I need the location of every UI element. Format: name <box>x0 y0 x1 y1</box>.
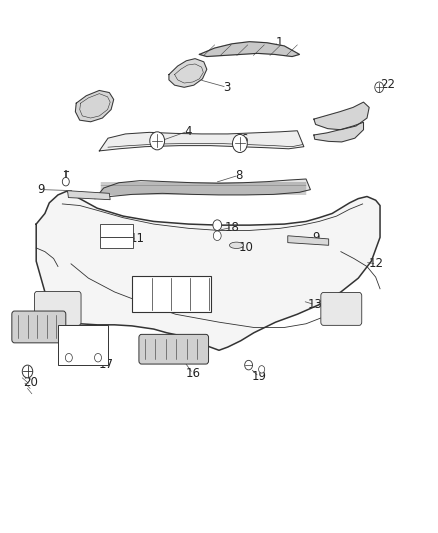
Polygon shape <box>36 191 380 350</box>
FancyBboxPatch shape <box>132 276 211 312</box>
Text: 3: 3 <box>223 81 230 94</box>
Polygon shape <box>99 131 304 151</box>
Text: 20: 20 <box>24 376 39 389</box>
FancyBboxPatch shape <box>100 224 133 237</box>
FancyBboxPatch shape <box>139 334 208 364</box>
Text: 11: 11 <box>130 232 145 245</box>
Polygon shape <box>75 91 114 122</box>
Polygon shape <box>169 59 207 87</box>
FancyBboxPatch shape <box>321 293 362 325</box>
FancyBboxPatch shape <box>35 292 81 325</box>
Text: 7: 7 <box>338 126 346 140</box>
Text: 13: 13 <box>307 298 322 311</box>
Text: 1: 1 <box>276 36 283 49</box>
Circle shape <box>95 353 102 362</box>
Circle shape <box>62 177 69 186</box>
Polygon shape <box>95 179 311 199</box>
Circle shape <box>65 353 72 362</box>
Circle shape <box>258 366 265 373</box>
Text: 22: 22 <box>380 78 396 91</box>
Ellipse shape <box>230 242 244 248</box>
Text: 8: 8 <box>235 169 242 182</box>
Text: 16: 16 <box>185 367 201 380</box>
Polygon shape <box>67 191 110 200</box>
Text: 12: 12 <box>369 257 384 270</box>
Text: 19: 19 <box>251 370 267 383</box>
Text: 9: 9 <box>312 231 319 244</box>
Circle shape <box>22 365 33 378</box>
Text: 15: 15 <box>21 328 36 341</box>
Text: 17: 17 <box>99 358 113 370</box>
Circle shape <box>213 220 222 230</box>
Polygon shape <box>314 102 369 130</box>
Polygon shape <box>288 236 328 245</box>
Text: 21: 21 <box>124 183 138 196</box>
Circle shape <box>213 231 221 240</box>
Text: 4: 4 <box>184 125 191 138</box>
FancyBboxPatch shape <box>12 311 66 343</box>
Text: 5: 5 <box>82 109 89 122</box>
Text: 6: 6 <box>240 133 248 146</box>
Circle shape <box>150 132 165 150</box>
Circle shape <box>375 82 384 93</box>
Text: 9: 9 <box>38 183 45 196</box>
Polygon shape <box>314 122 364 142</box>
Text: 10: 10 <box>239 241 254 254</box>
Circle shape <box>245 360 253 370</box>
Polygon shape <box>199 42 300 56</box>
FancyBboxPatch shape <box>58 325 108 365</box>
Circle shape <box>233 134 247 152</box>
FancyBboxPatch shape <box>100 237 133 248</box>
Text: 18: 18 <box>225 221 240 234</box>
